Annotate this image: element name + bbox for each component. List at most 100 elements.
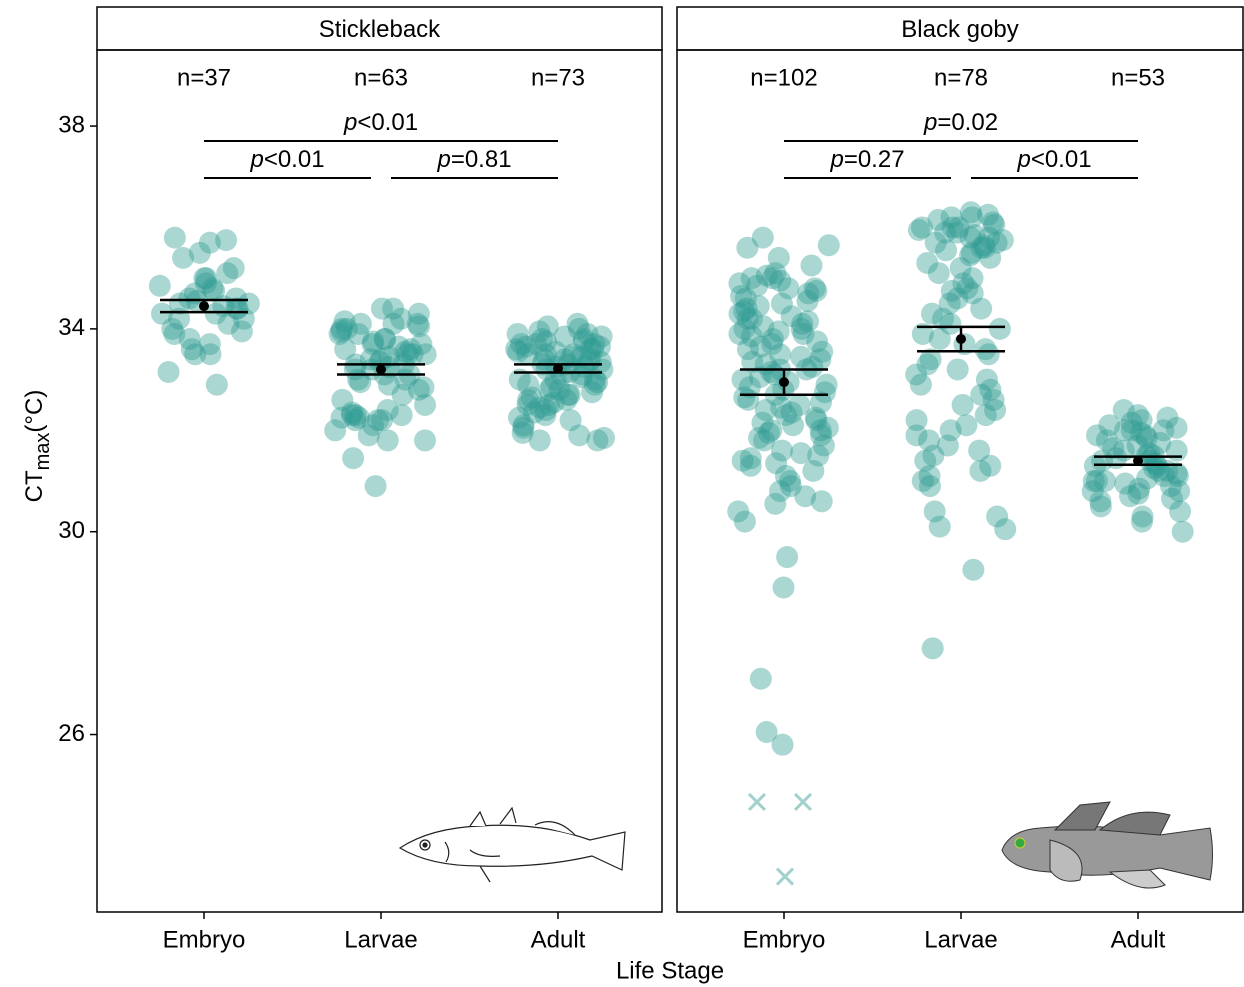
data-point: [806, 330, 829, 353]
y-tick-label: 34: [58, 314, 85, 341]
data-point: [1086, 424, 1109, 447]
data-point: [414, 429, 437, 452]
data-point: [534, 343, 557, 366]
data-point: [790, 442, 813, 465]
data-point: [770, 292, 793, 315]
data-point: [985, 231, 1008, 254]
data-point: [739, 447, 762, 470]
data-point: [1095, 429, 1118, 452]
data-point: [572, 328, 595, 351]
n-label: n=102: [750, 64, 817, 91]
data-point: [905, 409, 928, 432]
data-point: [761, 328, 784, 351]
x-tick-label: Embryo: [163, 926, 246, 953]
data-point: [1113, 419, 1136, 442]
data-point: [544, 340, 567, 363]
data-point: [163, 322, 186, 345]
data-point: [951, 393, 974, 416]
data-point: [180, 338, 203, 361]
data-point: [914, 449, 937, 472]
data-point: [168, 292, 191, 315]
data-point: [557, 383, 580, 406]
n-label: n=37: [177, 64, 231, 91]
p-value: =0.02: [937, 109, 998, 136]
data-point: [581, 381, 604, 404]
data-point: [1081, 480, 1104, 503]
x-tick-label: Larvae: [344, 926, 417, 953]
data-point: [361, 333, 384, 356]
data-point: [775, 404, 798, 427]
data-point: [780, 305, 803, 328]
data-point: [391, 383, 414, 406]
data-point: [969, 459, 992, 482]
mean-point: [956, 334, 966, 345]
data-point: [333, 310, 356, 333]
data-point: [959, 244, 982, 267]
data-point: [528, 429, 551, 452]
data-point: [961, 206, 984, 229]
data-point: [752, 315, 775, 338]
data-point: [1085, 470, 1108, 492]
data-point: [733, 317, 756, 340]
data-point: [1130, 421, 1153, 444]
data-point: [920, 302, 943, 325]
excluded-point: [747, 792, 767, 812]
data-point: [195, 267, 218, 290]
data-point: [1089, 490, 1112, 513]
data-point: [738, 376, 761, 399]
data-point: [199, 343, 222, 366]
data-point: [163, 226, 186, 249]
data-point: [755, 264, 778, 287]
data-point: [734, 287, 757, 310]
data-point: [970, 297, 993, 320]
data-point: [733, 386, 756, 409]
stickleback-drawing: [398, 806, 626, 883]
data-point: [1120, 411, 1143, 434]
data-point: [412, 376, 435, 399]
data-point: [748, 426, 771, 449]
data-point: [520, 386, 543, 409]
p-value-label: p<0.01: [343, 109, 418, 136]
data-point: [531, 328, 554, 351]
data-point: [1165, 439, 1188, 462]
data-point: [508, 406, 531, 429]
data-point: [736, 236, 759, 259]
data-point: [805, 409, 828, 432]
data-point: [538, 393, 561, 416]
data-point: [1114, 472, 1137, 495]
data-point: [736, 338, 759, 361]
data-point: [1143, 457, 1166, 480]
data-point: [917, 429, 940, 452]
data-point: [946, 287, 969, 310]
data-point: [780, 401, 803, 424]
data-point: [188, 241, 211, 264]
p-value: <0.01: [1031, 146, 1092, 173]
data-point: [809, 348, 832, 371]
data-point: [740, 307, 763, 330]
data-point: [586, 429, 609, 452]
data-point: [790, 317, 813, 340]
data-point: [911, 322, 934, 345]
data-point: [1165, 416, 1188, 439]
data-point: [237, 292, 260, 315]
data-point: [770, 439, 793, 462]
data-point: [586, 371, 609, 394]
data-point: [512, 414, 535, 437]
data-point: [230, 320, 253, 343]
facet-title: Black goby: [901, 16, 1018, 43]
data-point: [382, 297, 405, 320]
data-point: [984, 399, 1007, 422]
data-point: [922, 444, 945, 467]
data-point: [751, 226, 774, 249]
data-point: [373, 328, 396, 351]
data-point: [923, 500, 946, 523]
y-axis-label-part: CT: [21, 470, 48, 502]
data-point: [1102, 437, 1125, 460]
data-point: [390, 307, 413, 330]
data-point: [921, 637, 944, 660]
data-point: [161, 317, 184, 340]
data-point: [590, 325, 613, 348]
x-axis-label: Life Stage: [616, 957, 724, 984]
data-point: [924, 231, 947, 254]
